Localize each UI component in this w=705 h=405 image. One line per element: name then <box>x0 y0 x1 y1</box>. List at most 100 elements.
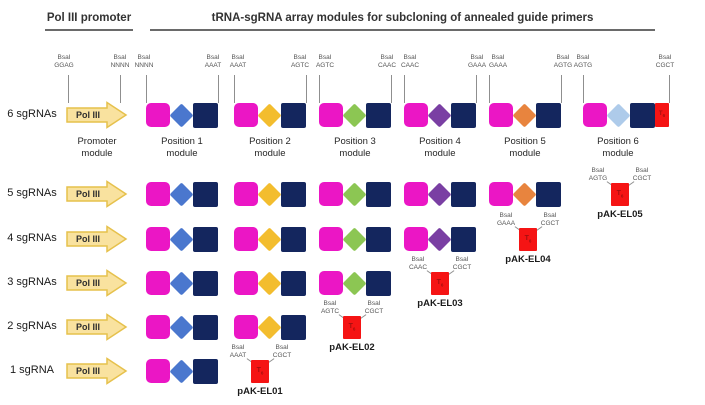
overhang-seq: CGCT <box>540 219 560 227</box>
connector-line <box>669 75 670 103</box>
overhang-seq: CGCT <box>272 351 292 359</box>
trna-square <box>404 182 428 206</box>
trna-square <box>146 271 170 295</box>
caption-line: module <box>81 147 113 159</box>
overhang-seq: CGCT <box>452 263 472 271</box>
terminator-t6-block: T6 <box>519 228 537 251</box>
enzyme-name: BsaI <box>206 54 220 61</box>
overhang-seq: AGTG <box>588 174 608 182</box>
arrow-shape <box>66 180 128 208</box>
guide-diamond <box>257 314 282 340</box>
diamond-box <box>512 102 537 128</box>
terminator-six: 6 <box>440 282 444 288</box>
overhang-seq: GAAA <box>488 62 508 69</box>
enzyme-name: BsaI <box>499 212 513 219</box>
position-1-module <box>146 181 218 207</box>
scaffold-square <box>281 270 306 296</box>
position-1-module <box>146 226 218 252</box>
main-heading: tRNA-sgRNA array modules for subcloning … <box>211 12 594 24</box>
diamond-box <box>342 181 367 207</box>
diamond-box <box>606 102 631 128</box>
connector-line <box>146 75 147 103</box>
scaffold-square <box>281 181 306 207</box>
trna-square <box>583 103 607 127</box>
terminator-label: T6 <box>349 323 356 332</box>
bsai-overhang-label: BsaI AGTC <box>287 54 313 70</box>
scaffold-square <box>193 270 218 296</box>
overhang-seq: AGTG <box>573 62 593 69</box>
position-2-module <box>234 270 306 296</box>
enzyme-name: BsaI <box>113 54 127 61</box>
pol-iii-promoter-arrow: Pol III <box>66 180 128 208</box>
caption-line: module <box>254 147 286 159</box>
enzyme-name: BsaI <box>137 54 151 61</box>
trna-square <box>146 315 170 339</box>
plasmid-module-pak-el01: BsaI AAAT BsaI CGCT T6 pAK-EL01 <box>215 344 305 398</box>
overhang-seq: NNNN <box>134 62 154 69</box>
arrow-shape <box>66 101 128 129</box>
caption-line: module <box>166 147 198 159</box>
diamond-box <box>257 270 282 296</box>
position-5-module <box>489 102 561 128</box>
position-2-module <box>234 181 306 207</box>
row-label-1-sgrna: 1 sgRNA <box>9 364 55 376</box>
plasmid-name: pAK-EL01 <box>237 386 283 397</box>
guide-diamond <box>169 314 194 340</box>
guide-diamond <box>257 270 282 296</box>
position-6-module <box>583 102 655 128</box>
pol-iii-promoter-heading: Pol III promoter <box>46 12 132 24</box>
connector-line <box>218 75 219 103</box>
enzyme-name: BsaI <box>470 54 484 61</box>
trna-square <box>146 182 170 206</box>
guide-diamond <box>342 102 367 128</box>
trna-square <box>234 227 258 251</box>
enzyme-name: BsaI <box>455 256 469 263</box>
module-caption-promoter: Promoter module <box>62 136 132 159</box>
caption-line: Position 4 <box>419 136 461 147</box>
plasmid-name: pAK-EL03 <box>417 298 463 309</box>
position-1-module <box>146 358 218 384</box>
scaffold-square <box>451 102 476 128</box>
terminator-t6-block: T6 <box>611 183 629 206</box>
guide-diamond <box>169 270 194 296</box>
overhang-seq: AAAT <box>229 351 247 359</box>
bsai-overhang-label: BsaI CGCT <box>265 344 299 359</box>
terminator-six: 6 <box>662 113 666 119</box>
plasmid-module-pak-el03: BsaI CAAC BsaI CGCT T6 pAK-EL03 <box>395 256 485 310</box>
bsai-overhang-label: BsaI CGCT <box>445 256 479 271</box>
arrow-shape <box>66 269 128 297</box>
trna-square <box>489 182 513 206</box>
caption-line: module <box>424 147 456 159</box>
position-3-module <box>319 226 391 252</box>
heading-underline <box>150 29 655 31</box>
promoter-arrow-label: Pol III <box>75 278 100 288</box>
plasmid-module-pak-el05: BsaI AGTG BsaI CGCT T6 pAK-EL05 <box>575 167 665 221</box>
bsai-overhang-label: BsaI AGTG <box>581 167 615 182</box>
guide-diamond <box>606 102 631 128</box>
connector-line <box>319 75 320 103</box>
position-3-module <box>319 270 391 296</box>
overhang-seq: CAAC <box>400 62 420 69</box>
terminator-label: T6 <box>617 190 624 199</box>
enzyme-name: BsaI <box>293 54 307 61</box>
overhang-seq: GAAA <box>496 219 516 227</box>
caption-line: Position 2 <box>249 136 291 147</box>
bsai-overhang-label: BsaI GAAA <box>489 212 523 227</box>
position-2-module <box>234 314 306 340</box>
diamond-box <box>257 181 282 207</box>
module-caption-position-1: Position 1 module <box>147 136 217 159</box>
enzyme-name: BsaI <box>318 54 332 61</box>
enzyme-name: BsaI <box>323 300 337 307</box>
overhang-seq: AGTG <box>553 62 573 69</box>
row-label-5-sgrnas: 5 sgRNAs <box>7 187 57 199</box>
overhang-seq: GAAA <box>467 62 487 69</box>
enzyme-name: BsaI <box>635 167 649 174</box>
overhang-seq: NNNN <box>110 62 130 69</box>
position-1-module <box>146 102 218 128</box>
position-3-module <box>319 102 391 128</box>
trna-square <box>319 227 343 251</box>
scaffold-square <box>536 181 561 207</box>
connector-line <box>120 75 121 103</box>
module-caption-position-6: Position 6 module <box>583 136 653 159</box>
terminator-t6-block: T6 <box>655 103 669 127</box>
